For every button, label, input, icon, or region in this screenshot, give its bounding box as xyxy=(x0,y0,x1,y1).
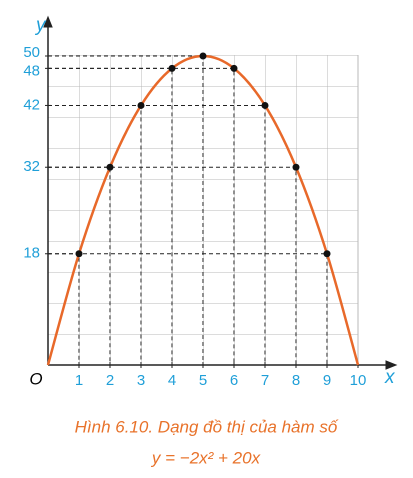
y-tick-label: 18 xyxy=(23,245,40,262)
formula: y = −2x² + 20x xyxy=(151,448,261,467)
point xyxy=(106,163,114,171)
x-tick-label: 2 xyxy=(106,372,114,389)
y-tick-label: 48 xyxy=(23,62,40,79)
point xyxy=(137,101,145,109)
x-tick-label: 7 xyxy=(261,372,269,389)
point xyxy=(168,64,176,72)
x-tick-label: 5 xyxy=(199,372,207,389)
x-tick-label: 6 xyxy=(230,372,238,389)
x-tick-label: 3 xyxy=(137,372,145,389)
point xyxy=(261,101,269,109)
y-axis-label: y xyxy=(34,15,47,36)
point xyxy=(323,250,331,258)
point xyxy=(199,52,207,60)
x-tick-label: 9 xyxy=(323,372,331,389)
y-tick-label: 32 xyxy=(23,158,40,175)
x-tick-label: 1 xyxy=(75,372,83,389)
y-tick-label: 42 xyxy=(23,96,40,113)
origin-label: O xyxy=(29,369,42,388)
point xyxy=(292,163,300,171)
point xyxy=(75,250,83,258)
x-tick-label: 10 xyxy=(350,372,367,389)
y-tick-label: 50 xyxy=(23,44,40,61)
x-axis-label: x xyxy=(384,367,396,388)
point xyxy=(230,64,238,72)
x-tick-label: 4 xyxy=(168,372,176,389)
guide-line xyxy=(48,253,328,365)
x-tick-label: 8 xyxy=(292,372,300,389)
caption: Hình 6.10. Dạng đồ thị của hàm số xyxy=(75,417,339,436)
